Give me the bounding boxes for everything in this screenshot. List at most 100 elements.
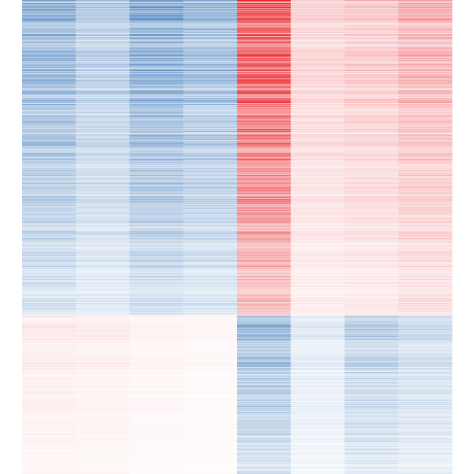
heatmap-cell (398, 255, 453, 257)
heatmap-cell (183, 459, 238, 461)
heatmap-cell (290, 87, 345, 89)
heatmap-cell (183, 224, 238, 227)
heatmap-cell (183, 375, 238, 377)
heatmap-cell (75, 3, 130, 5)
heatmap-cell (398, 43, 453, 45)
heatmap-cell (237, 339, 292, 341)
heatmap-cell (75, 233, 130, 236)
heatmap-cell (129, 77, 184, 79)
heatmap-cell (237, 210, 292, 212)
heatmap-cell (344, 239, 399, 241)
heatmap-cell (129, 449, 184, 451)
heatmap-cell (75, 427, 130, 430)
heatmap-cell (183, 441, 238, 443)
heatmap-cell (75, 26, 130, 29)
heatmap-cell (129, 113, 184, 115)
heatmap-cell (398, 95, 453, 98)
heatmap-cell (22, 104, 77, 106)
heatmap-cell (183, 446, 238, 448)
heatmap-cell (22, 396, 77, 399)
heatmap-cell (237, 388, 292, 390)
heatmap-cell (75, 100, 130, 103)
heatmap-cell (22, 416, 77, 418)
heatmap-cell (398, 298, 453, 301)
heatmap-cell (237, 409, 292, 411)
heatmap-cell (22, 50, 77, 52)
heatmap-cell (344, 151, 399, 153)
heatmap-cell (290, 311, 345, 313)
heatmap-cell (183, 196, 238, 199)
heatmap-cell (398, 361, 453, 364)
heatmap-cell (129, 281, 184, 283)
heatmap-cell (290, 337, 345, 340)
heatmap-cell (237, 5, 292, 7)
heatmap-cell (290, 341, 345, 343)
heatmap-cell (183, 211, 238, 213)
heatmap-cell (344, 172, 399, 174)
heatmap-cell (290, 77, 345, 79)
heatmap-cell (344, 63, 399, 66)
heatmap-cell (237, 256, 292, 258)
heatmap-cell (129, 207, 184, 209)
heatmap-cell (183, 174, 238, 176)
heatmap-cell (183, 42, 238, 44)
heatmap-cell (22, 123, 77, 126)
heatmap-cell (129, 344, 184, 346)
heatmap-cell (398, 160, 453, 163)
heatmap-cell (237, 387, 292, 389)
heatmap-cell (129, 389, 184, 391)
heatmap-cell (22, 41, 77, 43)
heatmap-cell (290, 371, 345, 374)
heatmap-cell (398, 170, 453, 172)
heatmap-cell (344, 184, 399, 186)
heatmap-cell (290, 2, 345, 4)
heatmap-cell (237, 205, 292, 207)
heatmap-cell (75, 128, 130, 131)
heatmap-cell (290, 72, 345, 74)
heatmap-cell (22, 383, 77, 385)
heatmap-cell (290, 370, 345, 373)
heatmap-cell (22, 161, 77, 164)
heatmap-cell (22, 7, 77, 9)
heatmap-cell (344, 291, 399, 293)
heatmap-cell (75, 292, 130, 295)
heatmap-cell (183, 238, 238, 240)
heatmap-cell (129, 27, 184, 30)
heatmap-cell (183, 55, 238, 58)
heatmap-cell (75, 157, 130, 160)
heatmap-cell (22, 374, 77, 376)
heatmap-cell (237, 327, 292, 330)
heatmap-cell (22, 90, 77, 93)
heatmap-cell (398, 24, 453, 27)
heatmap-cell (290, 391, 345, 393)
heatmap-cell (344, 230, 399, 233)
heatmap-cell (398, 53, 453, 55)
heatmap-cell (22, 311, 77, 313)
heatmap-cell (75, 267, 130, 270)
heatmap-cell (237, 137, 292, 139)
heatmap-cell (344, 125, 399, 128)
heatmap-cell (75, 283, 130, 285)
heatmap-cell (344, 294, 399, 297)
heatmap-cell (344, 195, 399, 198)
heatmap-cell (75, 35, 130, 37)
heatmap-cell (398, 11, 453, 13)
heatmap-cell (75, 278, 130, 280)
heatmap-cell (183, 124, 238, 127)
heatmap-cell (75, 301, 130, 304)
heatmap-cell (237, 133, 292, 136)
heatmap-cell (129, 195, 184, 198)
heatmap-cell (344, 90, 399, 93)
heatmap-cell (129, 303, 184, 306)
heatmap-cell (344, 59, 399, 62)
heatmap-cell (22, 31, 77, 34)
heatmap-cell (237, 429, 292, 432)
heatmap-cell (129, 160, 184, 163)
heatmap-cell (75, 4, 130, 6)
heatmap-cell (290, 150, 345, 152)
heatmap-cell (290, 83, 345, 85)
heatmap-cell (22, 111, 77, 113)
heatmap-cell (75, 134, 130, 137)
heatmap-cell (183, 152, 238, 154)
heatmap-cell (344, 290, 399, 292)
